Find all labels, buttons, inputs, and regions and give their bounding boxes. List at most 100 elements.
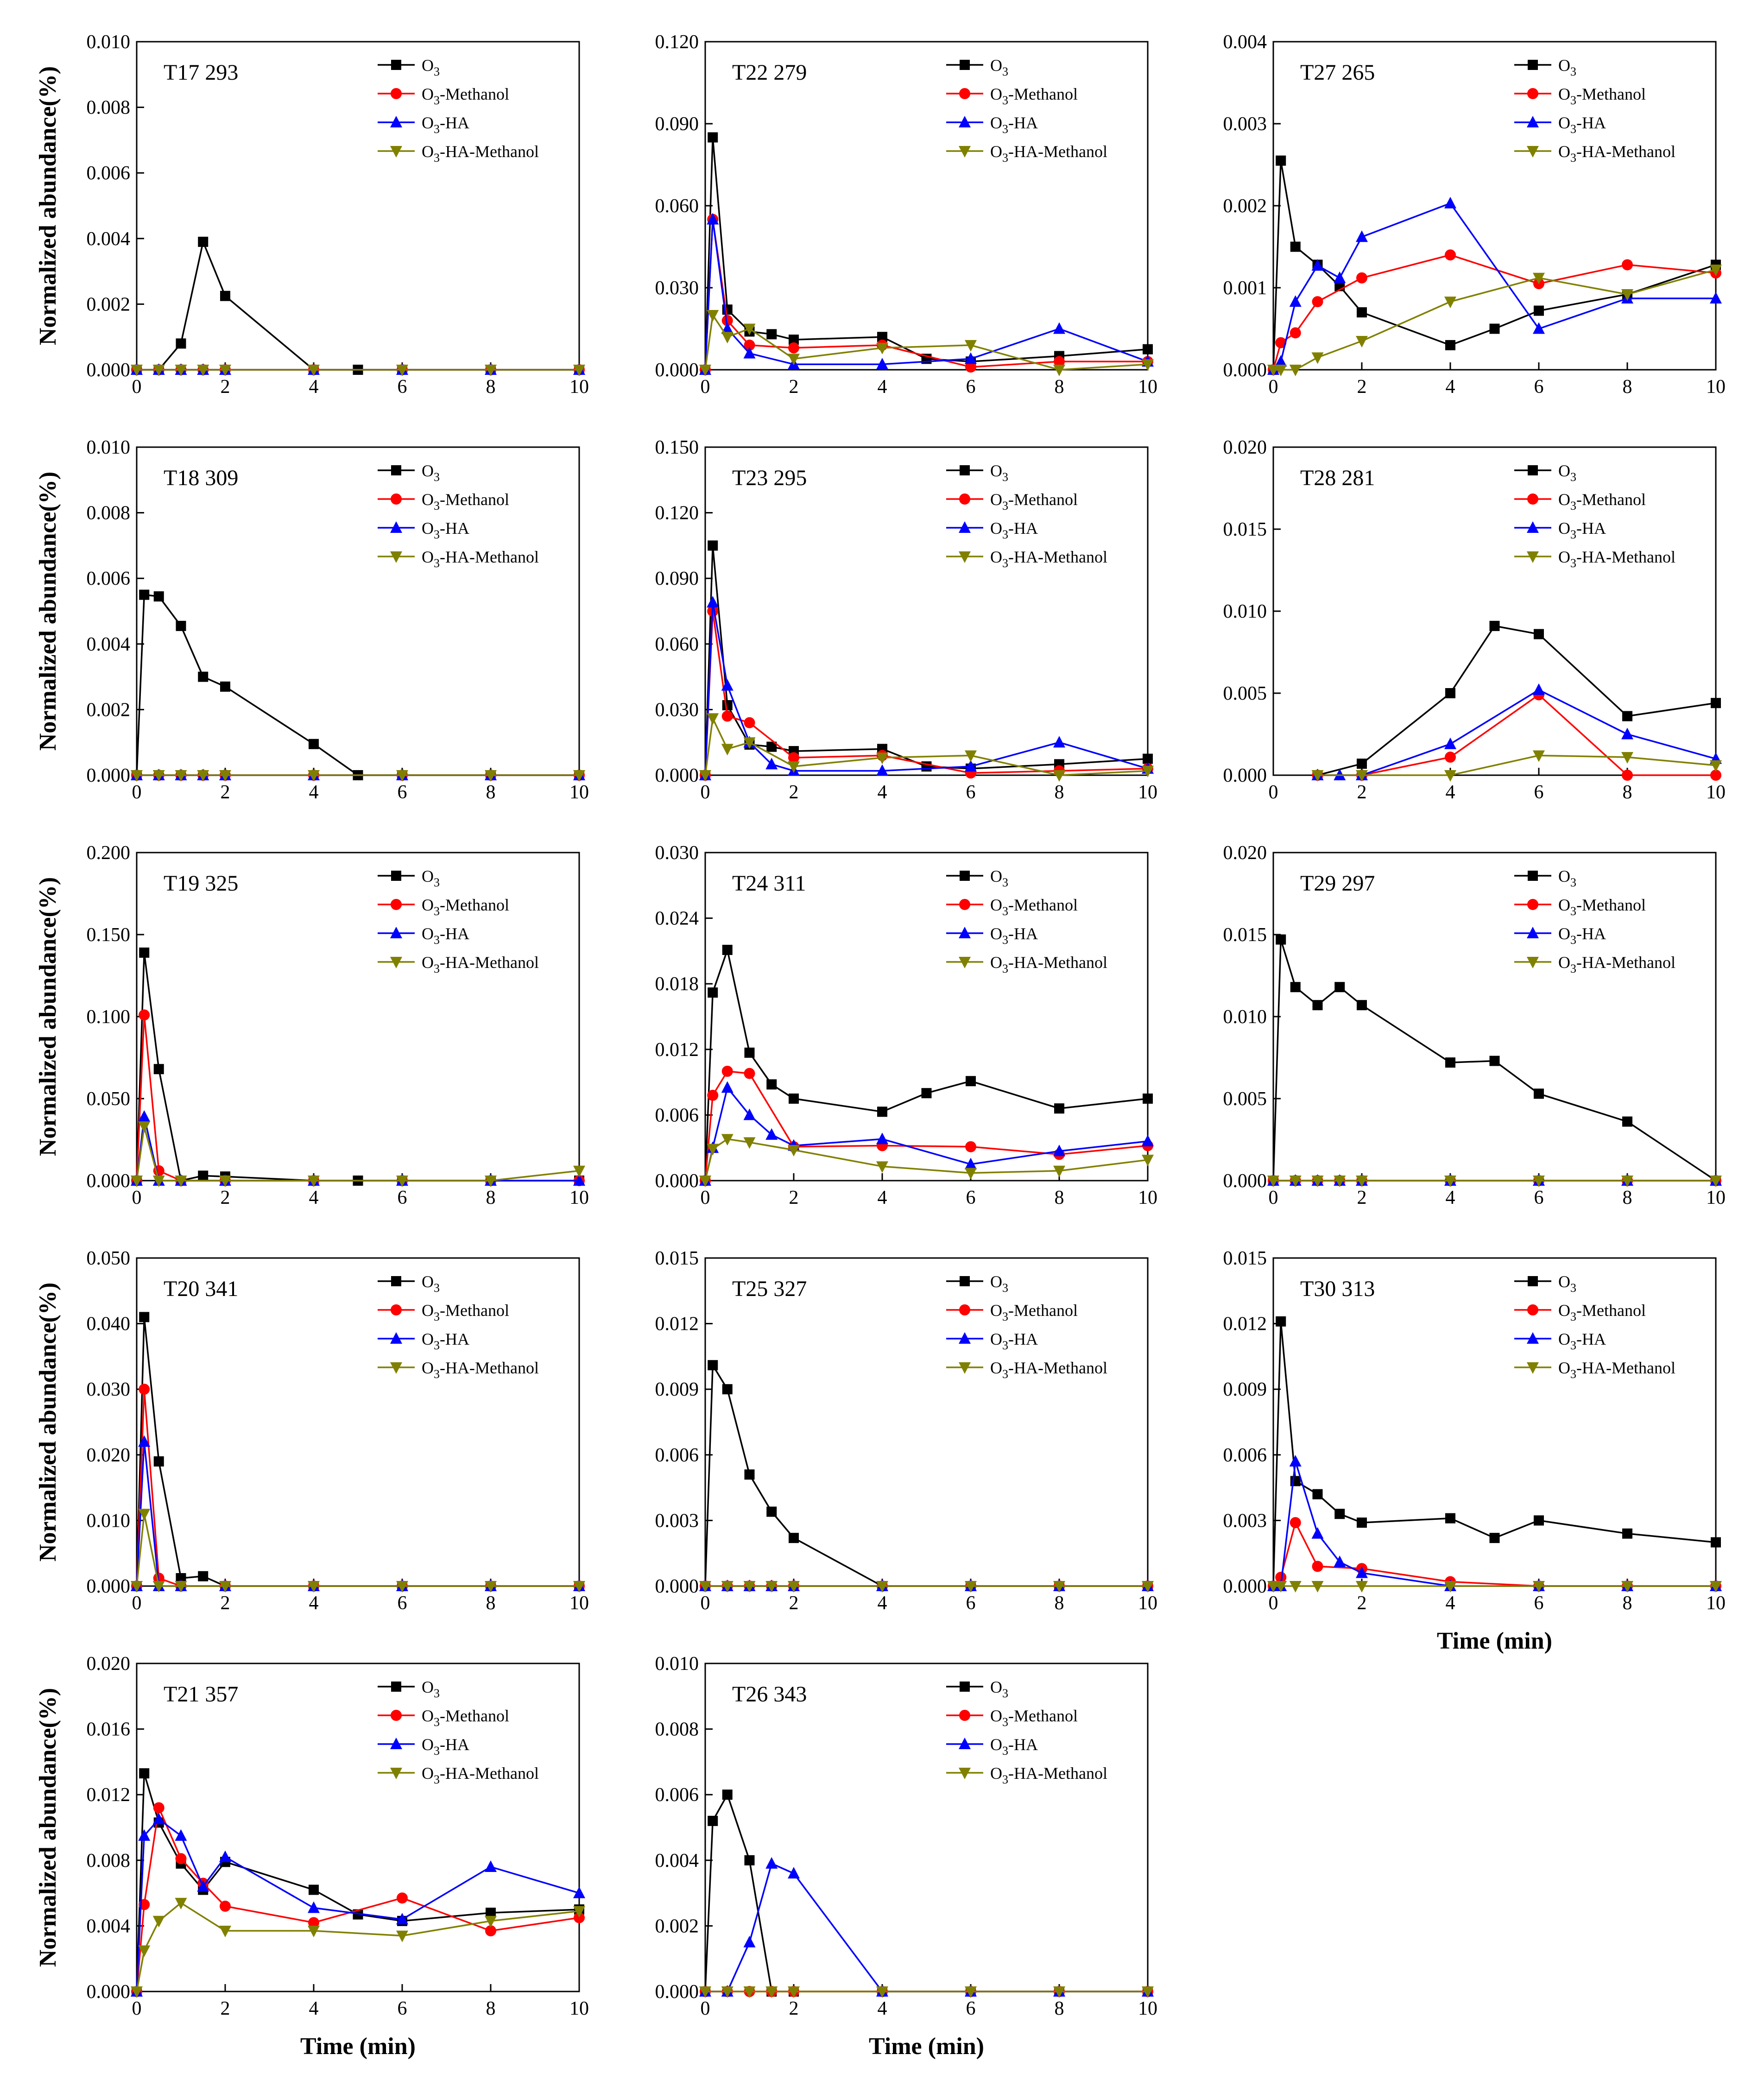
legend-label-base: O xyxy=(422,1735,434,1754)
x-tick-label: 4 xyxy=(309,782,319,803)
data-point xyxy=(219,365,231,376)
data-point xyxy=(1143,753,1153,764)
legend-label-subscript: 3 xyxy=(1002,151,1008,164)
data-point xyxy=(1142,765,1154,778)
legend-label-subscript: 3 xyxy=(1570,556,1576,570)
y-tick-label: 0.200 xyxy=(87,842,131,864)
data-point xyxy=(1710,292,1722,304)
y-tick-label: 0.006 xyxy=(1223,1445,1267,1466)
y-tick-label: 0.009 xyxy=(1223,1379,1267,1400)
data-point xyxy=(722,1789,733,1800)
legend-label-subscript: 3 xyxy=(1570,876,1576,889)
x-tick-label: 10 xyxy=(1706,376,1726,398)
data-point xyxy=(485,1860,497,1872)
x-tick-label: 4 xyxy=(878,1593,887,1614)
legend-label-3: O3-HA xyxy=(990,1330,1038,1352)
data-point xyxy=(1289,295,1302,307)
legend-label-rest: -HA-Methanol xyxy=(440,142,539,161)
x-tick-label: 0 xyxy=(1269,376,1278,398)
data-point xyxy=(707,310,719,322)
data-point xyxy=(876,1132,888,1144)
data-point xyxy=(1489,620,1500,631)
legend-label-rest: -HA-Methanol xyxy=(1008,142,1107,161)
data-point xyxy=(175,1176,187,1187)
data-point xyxy=(308,1926,320,1938)
y-tick-label: 0.000 xyxy=(1223,1576,1267,1597)
y-tick-label: 0.000 xyxy=(87,360,131,381)
legend-label-4: O3-HA-Methanol xyxy=(990,953,1107,975)
x-tick-label: 2 xyxy=(1357,1593,1367,1614)
panel-title: T30 313 xyxy=(1300,1277,1375,1301)
data-point xyxy=(175,1897,187,1909)
y-tick-label: 0.020 xyxy=(87,1445,131,1466)
data-point xyxy=(1276,1316,1286,1327)
x-tick-label: 8 xyxy=(1623,376,1632,398)
plot-frame xyxy=(704,852,1149,1182)
data-point xyxy=(1053,770,1065,782)
data-point xyxy=(396,1913,408,1925)
data-point xyxy=(1334,1555,1346,1568)
legend-label-subscript: 3 xyxy=(434,1744,440,1758)
y-tick-label: 0.008 xyxy=(655,1719,699,1740)
y-tick-label: 0.015 xyxy=(1223,1248,1267,1269)
legend-marker xyxy=(960,1276,970,1286)
data-point xyxy=(788,354,800,366)
chart-panel-4: 0.000 0.002 0.004 0.006 0.008 0.010 0 2 4 6 8 10 T18… xyxy=(35,437,589,803)
legend-label-base: O xyxy=(422,1678,434,1696)
legend-label-base: O xyxy=(422,1764,434,1783)
legend-label-base: O xyxy=(422,896,434,914)
legend-label-2: O3-Methanol xyxy=(990,1301,1078,1323)
legend-label-2: O3-Methanol xyxy=(1558,896,1646,918)
legend-label-base: O xyxy=(990,867,1002,885)
data-point xyxy=(722,945,733,955)
legend-label-1: O3 xyxy=(422,56,440,78)
data-point xyxy=(1710,760,1722,772)
x-tick-label: 4 xyxy=(309,1998,319,2019)
data-point xyxy=(1445,1513,1455,1524)
data-point xyxy=(1312,1561,1323,1572)
data-point xyxy=(219,1850,231,1862)
legend-label-subscript: 3 xyxy=(1002,94,1008,107)
data-point xyxy=(789,1533,799,1543)
legend-label-4: O3-HA-Methanol xyxy=(990,548,1107,570)
data-point xyxy=(1445,688,1455,698)
data-point xyxy=(876,752,888,765)
legend-label-subscript: 3 xyxy=(1002,933,1008,947)
legend-label-base: O xyxy=(422,1272,434,1291)
plot-frame xyxy=(1272,41,1717,371)
data-point xyxy=(1290,241,1301,252)
data-point xyxy=(1143,344,1153,354)
legend-label-3: O3-HA xyxy=(1558,924,1606,947)
y-tick-label: 0.010 xyxy=(87,32,131,53)
legend-label-subscript: 3 xyxy=(434,933,440,947)
data-point xyxy=(131,1986,143,1998)
x-tick-label: 10 xyxy=(569,376,589,398)
y-tick-label: 0.050 xyxy=(87,1088,131,1110)
legend-label-2: O3-Methanol xyxy=(990,896,1078,918)
data-point xyxy=(788,1581,800,1593)
y-tick-label: 0.000 xyxy=(1223,360,1267,381)
legend-label-subscript: 3 xyxy=(1002,1339,1008,1352)
data-point xyxy=(965,340,977,352)
legend-label-subscript: 3 xyxy=(1570,962,1576,975)
legend-label-subscript: 3 xyxy=(1570,904,1576,918)
legend-label-rest: -Methanol xyxy=(440,490,509,509)
data-point xyxy=(573,1165,585,1177)
legend-label-subscript: 3 xyxy=(1570,65,1576,78)
legend-label-subscript: 3 xyxy=(1002,470,1008,484)
legend-label-base: O xyxy=(990,1301,1002,1320)
x-axis-label: Time (min) xyxy=(869,2033,984,2060)
y-tick-label: 0.015 xyxy=(1223,924,1267,946)
legend-marker xyxy=(390,551,402,563)
data-point xyxy=(708,132,718,143)
legend-label-base: O xyxy=(422,924,434,943)
data-point xyxy=(965,361,976,373)
y-tick-label: 0.002 xyxy=(87,294,131,315)
data-point xyxy=(743,323,756,335)
panel-title: T21 357 xyxy=(164,1682,238,1707)
y-tick-label: 0.010 xyxy=(1223,1006,1267,1028)
data-point xyxy=(1357,307,1367,318)
legend-label-base: O xyxy=(1558,114,1570,132)
data-point xyxy=(1445,752,1456,763)
data-point xyxy=(766,741,777,752)
